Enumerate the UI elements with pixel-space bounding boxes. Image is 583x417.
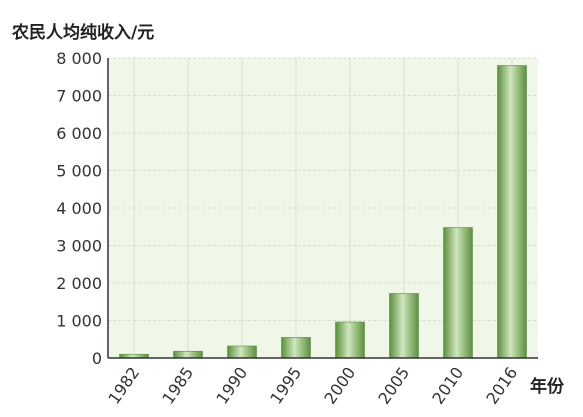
x-tick-label: 1990: [212, 363, 251, 407]
x-tick-label: 2016: [482, 363, 521, 407]
grid-lines: [108, 57, 538, 358]
x-axis-title: 年份: [530, 376, 565, 397]
x-tick-label: 2005: [374, 363, 413, 407]
x-tick-label: 1995: [266, 363, 305, 407]
y-axis-ticks: 0 1 000 2 000 3 000 4 000 5 000 6 000 7 000 8 00…: [56, 49, 102, 368]
x-tick-label: 1985: [158, 363, 197, 407]
y-tick-label: 4 000: [56, 199, 102, 218]
bar-2005: [389, 293, 419, 359]
y-tick-label: 1 000: [56, 312, 102, 331]
bar-1990: [227, 345, 257, 359]
bar-2010: [443, 227, 473, 359]
x-tick-label: 2000: [320, 363, 359, 407]
x-tick-label: 2010: [428, 363, 467, 407]
y-tick-label: 2 000: [56, 274, 102, 293]
bar-1995: [281, 337, 311, 359]
bar-1985: [173, 350, 203, 359]
x-tick-label: 1982: [104, 363, 143, 407]
y-tick-label: 6 000: [56, 124, 102, 143]
y-tick-label: 8 000: [56, 49, 102, 68]
x-axis-ticks: 1982 1985 1990 1995 2000 2005 2010 2016: [104, 363, 521, 407]
y-axis-title: 农民人均纯收入/元: [11, 22, 154, 43]
y-tick-label: 0: [92, 349, 102, 368]
bar-2016: [497, 65, 527, 359]
bar-2000: [335, 321, 365, 359]
bars: [119, 65, 527, 359]
y-tick-label: 5 000: [56, 162, 102, 181]
y-tick-label: 7 000: [56, 87, 102, 106]
y-tick-label: 3 000: [56, 237, 102, 256]
